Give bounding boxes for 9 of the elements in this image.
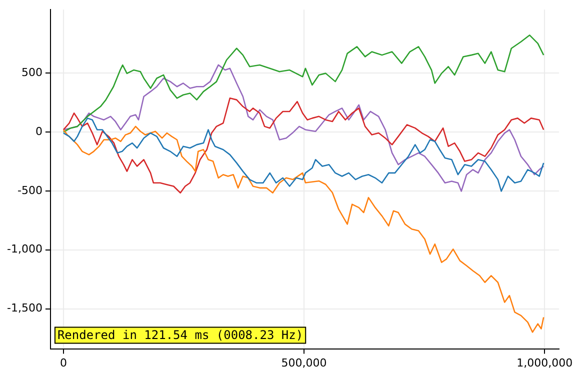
y-tick-label: 500 bbox=[21, 66, 42, 80]
x-tick-label: 0 bbox=[60, 356, 67, 370]
y-tick-label: -500 bbox=[17, 184, 42, 197]
y-tick-label: -1,500 bbox=[6, 302, 42, 315]
annotation: Rendered in 121.54 ms (0008.23 Hz) bbox=[57, 328, 304, 342]
y-tick-label: -1,000 bbox=[6, 242, 42, 256]
y-tick-label: 0 bbox=[35, 124, 42, 138]
x-tick-label: 500,000 bbox=[281, 356, 327, 370]
x-tick-label: 1,000,000 bbox=[516, 356, 573, 370]
